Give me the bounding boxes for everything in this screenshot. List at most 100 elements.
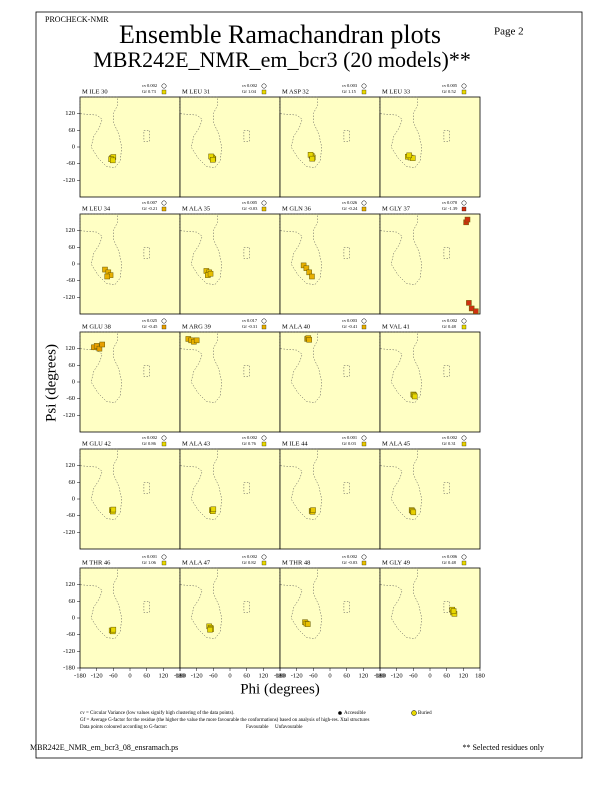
y-tick-label: 120 (65, 110, 75, 117)
allowed-region (243, 130, 250, 142)
y-tick-label: -180 (63, 664, 75, 671)
accessibility-icon (261, 318, 267, 324)
plot-area (179, 331, 281, 433)
x-tick-label: 180 (475, 672, 485, 679)
gf-swatch (261, 89, 267, 95)
allowed-region (343, 247, 350, 259)
gf-swatch (361, 206, 367, 212)
gf-swatch (361, 324, 367, 330)
allowed-region (79, 213, 122, 286)
residue-label: M GLU 42 (82, 440, 111, 447)
gf-swatch (361, 89, 367, 95)
gf-value: 0.52 (448, 89, 456, 94)
x-tick-label: 60 (443, 672, 450, 679)
chart-subtitle: MBR242E_NMR_em_bcr3 (20 models)** (93, 47, 471, 72)
cv-label: cv (142, 200, 147, 205)
gf-swatch (461, 206, 467, 212)
allowed-region (143, 130, 150, 142)
y-tick-label: -60 (66, 395, 75, 402)
accessibility-icon (361, 435, 367, 441)
x-tick-label: -120 (291, 672, 303, 679)
residue-label: M ILE 30 (82, 88, 108, 95)
residue-label: M GLN 36 (282, 205, 312, 212)
x-tick-label: 0 (128, 672, 131, 679)
cv-label: cv (242, 200, 247, 205)
x-tick-label: -60 (409, 672, 418, 679)
cv-label: cv (142, 318, 147, 323)
accessibility-icon (261, 554, 267, 560)
data-point (464, 216, 471, 223)
accessibility-icon (161, 83, 167, 89)
gf-value: 1.15 (348, 89, 357, 94)
x-tick-label: 120 (358, 672, 368, 679)
cv-value: 0.017 (247, 318, 258, 323)
y-tick-label: 120 (65, 581, 75, 588)
y-tick-label: 60 (69, 479, 76, 486)
plot-area (79, 96, 181, 198)
gf-swatch (461, 560, 467, 566)
accessibility-icon (461, 200, 467, 206)
favourable-label: Favourable (246, 725, 269, 730)
gf-label: Gf (442, 206, 447, 211)
y-tick-label: -120 (63, 529, 75, 536)
cv-label: cv (242, 435, 247, 440)
cv-label: cv (442, 83, 447, 88)
x-tick-label: -180 (174, 672, 186, 679)
buried-label: Buried (418, 711, 432, 716)
allowed-region (443, 482, 450, 494)
cv-value: 0.025 (147, 318, 158, 323)
accessibility-icon (261, 83, 267, 89)
plot-area (179, 213, 281, 315)
gf-label: Gf (342, 206, 347, 211)
gf-swatch (161, 89, 167, 95)
note: cv = Circular Variance (low values signi… (80, 711, 235, 716)
cv-label: cv (242, 318, 247, 323)
data-point (473, 308, 479, 314)
y-tick-label: 0 (72, 495, 75, 502)
allowed-region (279, 331, 322, 404)
cv-label: cv (442, 435, 447, 440)
allowed-region (379, 331, 422, 404)
cv-value: 0.002 (147, 435, 157, 440)
gf-label: Gf (342, 441, 347, 446)
plot-area (379, 213, 481, 315)
y-tick-label: 120 (65, 462, 75, 469)
gf-swatch (461, 89, 467, 95)
accessible-icon (338, 711, 342, 715)
gf-value: 0.31 (448, 441, 456, 446)
allowed-region (179, 213, 222, 286)
gf-label: Gf (142, 441, 147, 446)
plot-area (179, 448, 281, 550)
allowed-region (279, 96, 322, 169)
residue-label: M THR 48 (282, 559, 310, 566)
accessibility-icon (361, 554, 367, 560)
y-tick-label: -120 (63, 177, 75, 184)
gf-value: -0.03 (348, 560, 358, 565)
allowed-region (143, 482, 150, 494)
gf-value: -0.24 (348, 206, 358, 211)
cv-label: cv (342, 554, 347, 559)
y-tick-label: 60 (69, 598, 76, 605)
cv-value: 0.002 (447, 435, 457, 440)
gf-swatch (161, 206, 167, 212)
allowed-region (179, 96, 222, 169)
cv-value: 0.070 (447, 200, 458, 205)
residue-label: M ALA 35 (182, 205, 210, 212)
y-tick-label: 120 (65, 227, 75, 234)
gf-value: 0.48 (448, 560, 457, 565)
data-point (309, 155, 315, 162)
cv-label: cv (342, 318, 347, 323)
gf-swatch (261, 441, 267, 447)
x-tick-label: 120 (158, 672, 168, 679)
y-tick-label: -120 (63, 648, 75, 655)
x-tick-label: -120 (391, 672, 403, 679)
y-tick-label: 0 (72, 614, 75, 621)
data-point (96, 345, 103, 352)
allowed-region (443, 130, 450, 142)
cv-label: cv (142, 83, 147, 88)
